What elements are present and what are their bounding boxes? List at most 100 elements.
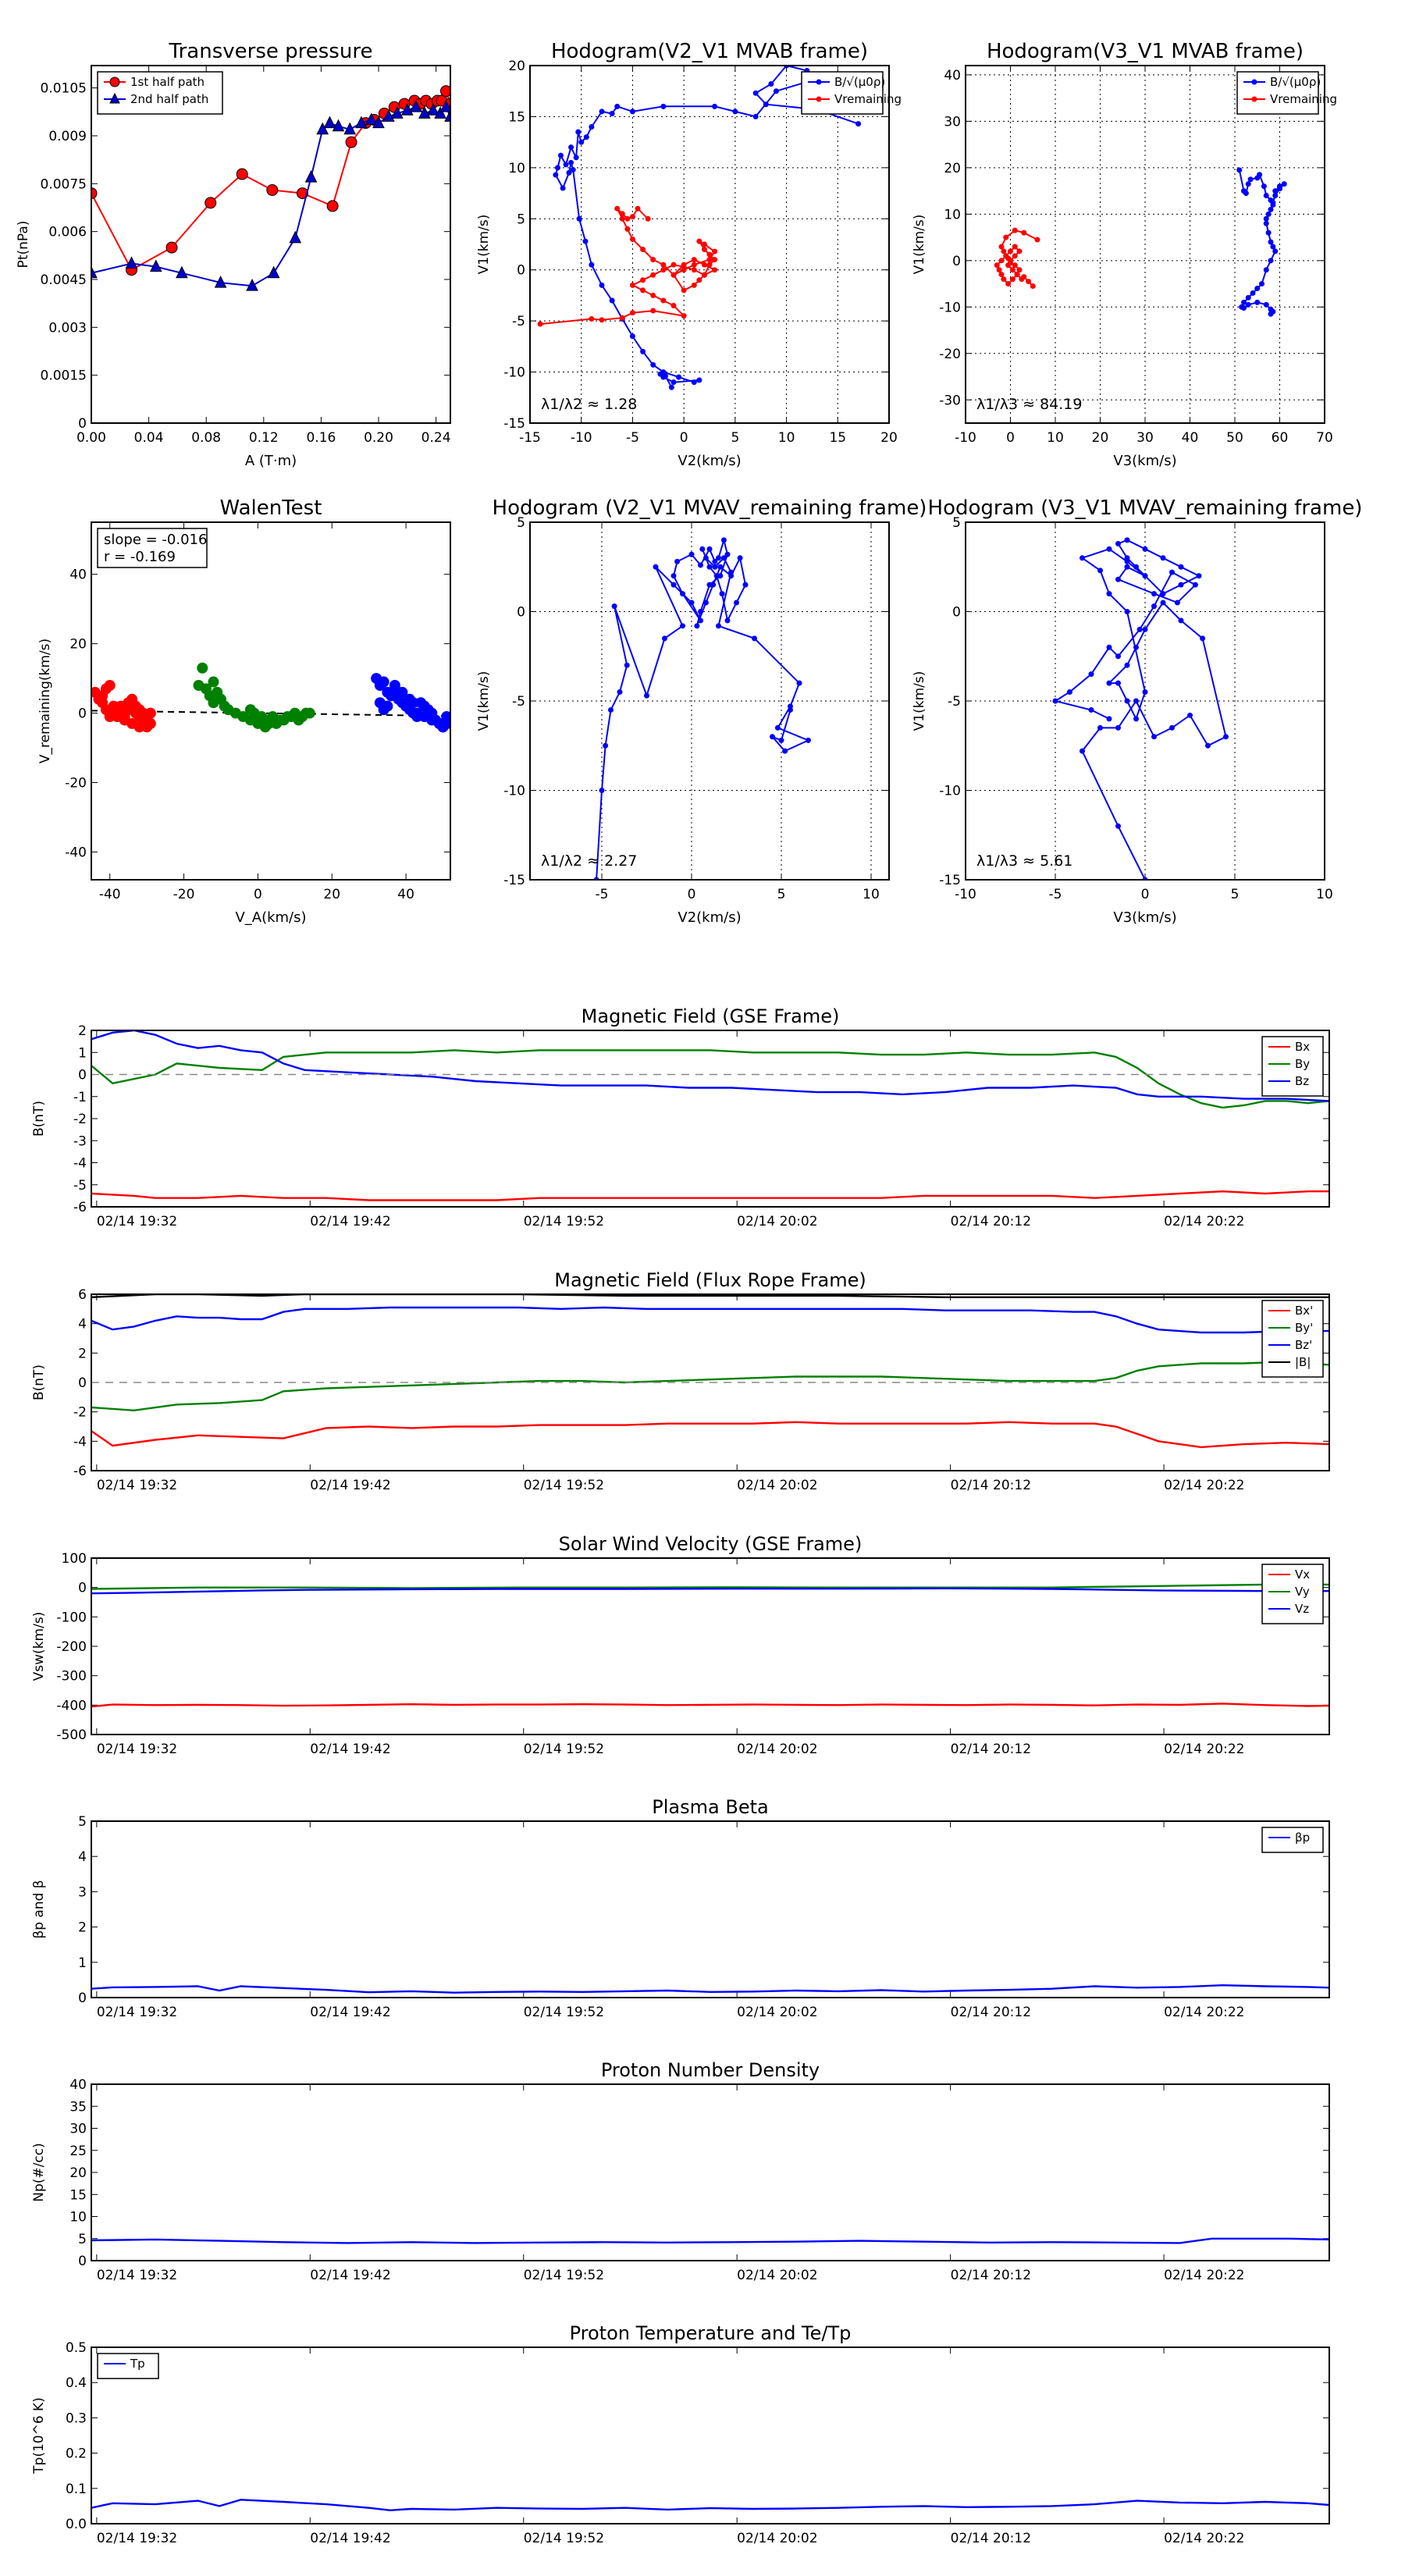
data-point [1115,576,1121,582]
data-point [698,617,703,624]
data-point [1106,716,1112,722]
x-axis-label: V3(km/s) [1113,909,1176,926]
y-tick-label: -10 [939,784,961,799]
y-tick-label: 40 [69,568,87,583]
chart-title: Magnetic Field (Flux Rope Frame) [554,1269,866,1291]
data-point [104,679,116,691]
x-tick-label: 70 [1316,430,1333,446]
data-point [611,603,617,610]
legend-label: Bz [1295,1074,1309,1088]
data-point [1012,253,1018,259]
data-point [1270,244,1276,250]
chart-hv21: Hodogram (V2_V1 MVAV_remaining frame) -15… [476,496,927,926]
data-point [629,236,635,242]
x-tick-label: 0.24 [422,430,451,446]
data-point [1187,712,1193,718]
data-point [670,582,677,588]
y-tick-label: 0.5 [66,2340,87,2356]
data-point [332,119,345,132]
y-tick-label: 15 [69,2187,87,2203]
chart-hv31: Hodogram (V3_V1 MVAV_remaining frame) -15… [912,496,1362,926]
annotation-text: r = -0.169 [104,549,176,565]
data-point [566,169,572,176]
data-point [660,262,667,268]
x-tick-label: 0 [254,887,262,902]
data-point [624,662,630,668]
x-tick-label: 02/14 19:32 [97,2268,177,2283]
x-tick-label: 02/14 19:52 [524,2531,604,2546]
x-tick-label: 10 [863,887,880,902]
data-point [1097,568,1103,574]
plot-frame [965,65,1325,424]
data-point [560,185,566,191]
data-point [670,262,677,268]
data-point [1142,546,1148,552]
data-point [252,714,264,726]
data-point [1034,237,1040,243]
x-tick-label: 02/14 19:42 [310,2268,390,2283]
data-point [768,81,774,87]
data-point [1261,183,1267,190]
data-point [1106,644,1112,650]
data-point [998,272,1005,278]
series-line-0 [91,2237,1329,2244]
data-point [670,573,677,579]
data-point [1003,234,1009,240]
data-point [1001,276,1007,283]
x-tick-label: 02/14 19:52 [524,2268,604,2283]
legend-marker [109,92,120,104]
data-point [806,737,811,743]
legend-label: Vremaining [1270,92,1337,106]
data-point [1003,253,1009,259]
y-tick-label: -400 [56,1698,87,1713]
x-tick-label: 0.04 [134,430,164,446]
data-point [680,623,685,629]
data-point [267,265,280,279]
data-point [1151,734,1157,740]
x-tick-label: 02/14 19:32 [97,1214,177,1229]
x-tick-label: 02/14 20:02 [737,2005,817,2020]
y-axis-label: Pt(nPa) [16,221,31,269]
legend-label: Tp [130,2357,145,2371]
y-tick-label: -200 [56,1639,87,1655]
chart-tp: Transverse pressure 0 0.0015 0.003 0.0045 0.0… [16,40,451,469]
data-point [393,690,404,702]
data-point [640,247,646,253]
y-axis-label: V_remaining(km/s) [37,639,53,763]
x-tick-label: -5 [596,887,609,902]
x-tick-label: 5 [777,887,786,902]
x-tick-label: -15 [519,430,541,446]
y-tick-label: 5 [517,212,525,227]
data-point [728,569,735,575]
x-tick-label: 02/14 20:22 [1164,1214,1244,1229]
data-point [720,555,727,561]
data-point [1174,600,1180,606]
chart-vsw: Solar Wind Velocity (GSE Frame) -500 -400 -… [31,1533,1330,1757]
data-point [1254,286,1261,292]
y-tick-label: -5 [948,694,961,710]
y-tick-label: 20 [69,637,87,653]
data-point [657,371,663,377]
data-point [1012,227,1018,233]
data-point [681,313,687,319]
y-tick-label: -15 [503,873,525,888]
y-tick-label: -500 [56,1727,87,1743]
y-tick-label: 0.0105 [41,81,87,97]
data-point [1178,564,1184,570]
data-point [706,257,713,263]
data-point [1088,671,1094,678]
data-point [378,676,389,688]
data-point [668,384,674,390]
series-line-0 [91,1703,1329,1708]
data-point [706,546,713,552]
chart-title: Solar Wind Velocity (GSE Frame) [559,1533,863,1555]
data-point [724,551,731,557]
data-point [1200,635,1206,642]
x-tick-label: 10 [1047,430,1064,446]
data-point [640,277,646,283]
data-point [1250,290,1256,296]
data-point [296,187,308,200]
y-tick-label: 0 [78,1375,87,1391]
legend-box [801,71,884,115]
